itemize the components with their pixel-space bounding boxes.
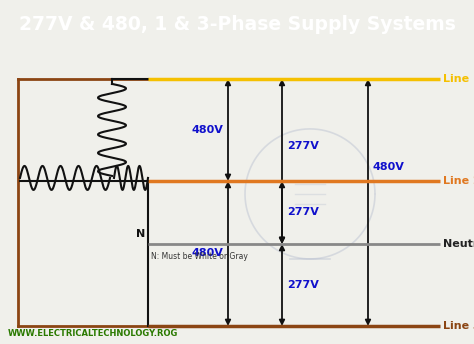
- Text: 480V: 480V: [373, 162, 405, 172]
- Text: Line 2: Line 2: [443, 176, 474, 186]
- Text: Line 1: Line 1: [443, 74, 474, 84]
- Text: 480V: 480V: [191, 125, 223, 135]
- Text: N: Must be White or Gray: N: Must be White or Gray: [151, 252, 248, 261]
- Text: 277V: 277V: [287, 141, 319, 151]
- Text: 480V: 480V: [191, 248, 223, 258]
- Text: 277V: 277V: [287, 280, 319, 290]
- Text: Neutral: Neutral: [443, 239, 474, 249]
- Text: WWW.ELECTRICALTECHNOLOGY.ROG: WWW.ELECTRICALTECHNOLOGY.ROG: [8, 329, 178, 338]
- Text: 277V: 277V: [287, 207, 319, 217]
- Text: N: N: [136, 229, 145, 239]
- Text: 277V & 480, 1 & 3-Phase Supply Systems: 277V & 480, 1 & 3-Phase Supply Systems: [18, 15, 456, 34]
- Text: Line 3: Line 3: [443, 321, 474, 331]
